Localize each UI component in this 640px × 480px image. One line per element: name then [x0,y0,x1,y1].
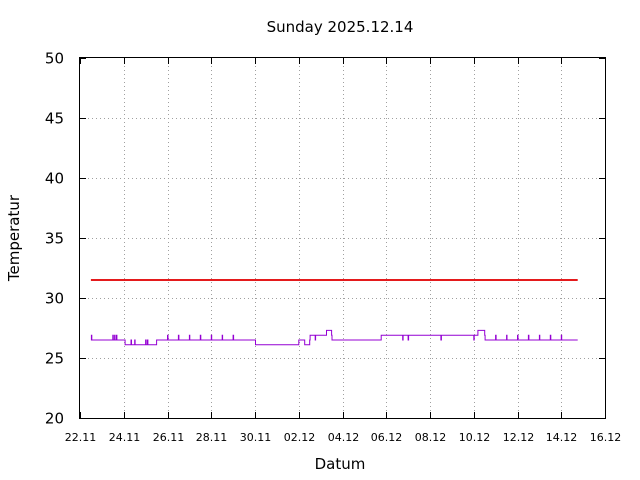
x-tick-label: 12.12 [503,431,535,444]
x-axis-label: Datum [315,455,366,473]
x-tick-label: 06.12 [371,431,403,444]
x-tick-label: 02.12 [284,431,316,444]
x-tick-label: 24.11 [109,431,141,444]
y-tick-label: 30 [45,290,64,308]
y-tick-label: 25 [45,350,64,368]
x-tick-label: 26.11 [153,431,185,444]
plot-frame [79,57,606,419]
y-tick-label: 20 [45,410,64,428]
x-tick-label: 10.12 [459,431,491,444]
x-tick-label: 14.12 [546,431,578,444]
axis-ticks: 20 25 30 35 40 45 50 22.11 24.11 26.11 28.11 30.11 0… [45,50,621,445]
y-tick-label: 40 [45,170,64,188]
y-axis-label: Temperatur [5,194,23,282]
grid-lines [80,58,605,418]
x-tick-label: 28.11 [196,431,228,444]
data-series [90,279,578,346]
y-tick-label: 45 [45,110,64,128]
x-tick-label: 30.11 [240,431,272,444]
x-tick-label: 22.11 [65,431,97,444]
y-tick-label: 35 [45,230,64,248]
y-tick-label: 50 [45,50,64,68]
chart-title: Sunday 2025.12.14 [267,18,414,36]
x-tick-label: 16.12 [590,431,622,444]
series-line-purple [90,329,578,346]
x-tick-label: 08.12 [415,431,447,444]
x-tick-label: 04.12 [328,431,360,444]
